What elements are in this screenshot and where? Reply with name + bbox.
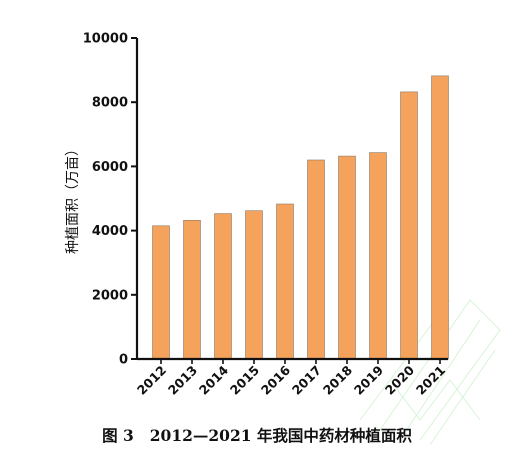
bars-layer	[152, 75, 449, 360]
y-tick-label: 2000	[92, 288, 128, 303]
bar-2014	[214, 213, 232, 360]
figure-caption: 图 3 2012—2021 年我国中药材种植面积	[0, 424, 514, 446]
bar-2015	[245, 210, 263, 360]
y-tick-label: 10000	[83, 32, 128, 47]
y-axis: 0 2000 4000 6000 8000 10000	[83, 32, 139, 368]
bar-2021	[431, 75, 449, 360]
x-tick-label: 2015	[227, 363, 262, 398]
x-tick-label: 2016	[258, 362, 293, 397]
x-tick-label: 2013	[165, 363, 200, 398]
bar-2016	[276, 203, 294, 360]
y-tick-label: 0	[119, 353, 128, 368]
y-tick-label: 6000	[92, 160, 128, 175]
bar-2020	[400, 91, 418, 360]
y-axis-title: 种植面积（万亩）	[64, 142, 81, 254]
x-tick-label: 2012	[134, 363, 169, 398]
x-tick-label: 2017	[289, 363, 324, 398]
x-tick-label: 2014	[196, 362, 231, 397]
bar-2019	[369, 152, 387, 360]
y-tick-label: 4000	[92, 224, 128, 239]
x-tick-label: 2018	[320, 363, 355, 398]
bar-2012	[152, 225, 170, 360]
bar-2013	[183, 220, 201, 360]
x-tick-label: 2021	[413, 363, 448, 398]
figure-number: 图 3	[102, 426, 134, 445]
y-tick-label: 8000	[92, 96, 128, 111]
figure-caption-text: 2012—2021 年我国中药材种植面积	[149, 426, 412, 445]
bar-2017	[307, 159, 325, 360]
bar-2018	[338, 155, 356, 360]
